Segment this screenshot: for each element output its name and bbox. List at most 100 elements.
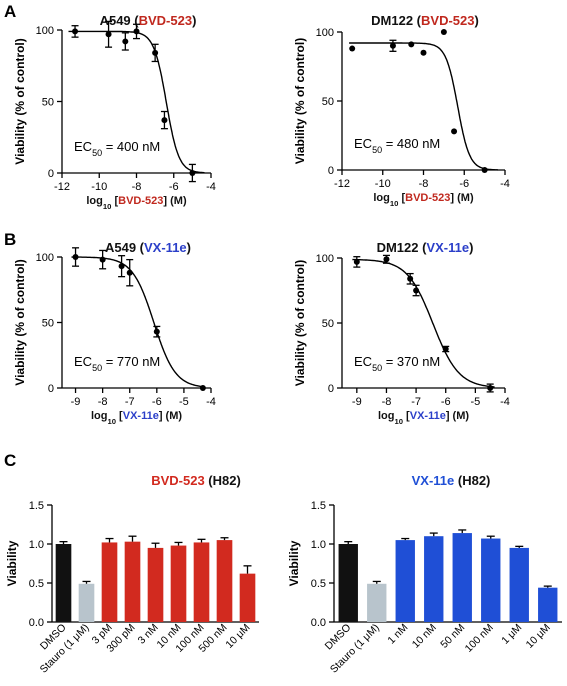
x-tick-label: -8 xyxy=(382,396,392,408)
bar xyxy=(193,542,210,622)
ec50-subscript: 50 xyxy=(92,363,102,373)
x-axis-label-part: [ xyxy=(111,195,118,207)
category-label: 1 nM xyxy=(385,622,410,647)
chart-title-part: VX-11e xyxy=(144,240,187,255)
chart-title-part: ) xyxy=(474,13,478,28)
chart-title-part: BVD-523 xyxy=(151,473,204,488)
panel-label-c: C xyxy=(4,451,16,470)
bar xyxy=(124,541,141,622)
data-point xyxy=(408,41,415,48)
x-axis-label-part: log xyxy=(378,410,395,422)
x-axis-label-part: [ xyxy=(398,192,405,204)
y-tick-label: 0 xyxy=(328,383,334,395)
chart-title-part: A549 ( xyxy=(100,13,140,28)
x-axis-label: log10 [BVD-523] (M) xyxy=(86,195,187,211)
y-axis-label: Viability (% of control) xyxy=(13,259,27,385)
ec50-value: = 480 nM xyxy=(382,136,440,151)
category-label: 10 μM xyxy=(223,622,252,651)
chart-title-part: BVD-523 xyxy=(421,13,474,28)
ec50-value: = 400 nM xyxy=(102,139,160,154)
y-tick-label: 0.0 xyxy=(29,617,44,629)
x-tick-label: -6 xyxy=(441,396,451,408)
chart-title-part: ) xyxy=(192,13,196,28)
data-point xyxy=(199,385,206,391)
bar xyxy=(216,540,233,622)
data-point xyxy=(133,28,140,35)
bar xyxy=(147,547,164,622)
chart-title-part: DM122 ( xyxy=(371,13,422,28)
ec50-annotation: EC50 = 370 nM xyxy=(354,354,440,373)
y-tick-label: 50 xyxy=(42,318,54,330)
chart-title-part: VX-11e xyxy=(426,240,469,255)
bar xyxy=(509,547,529,622)
x-tick-label: -4 xyxy=(206,181,216,193)
x-tick-label: -12 xyxy=(334,178,350,190)
ec50-label: EC xyxy=(354,136,372,151)
bar xyxy=(481,538,501,622)
bar xyxy=(101,542,118,622)
y-tick-label: 1.5 xyxy=(311,500,326,512)
chart-title: DM122 (BVD-523) xyxy=(371,13,479,28)
ec50-value: = 370 nM xyxy=(382,354,440,369)
y-axis-label: Viability (% of control) xyxy=(293,38,307,164)
data-point xyxy=(99,256,106,263)
x-tick-label: -8 xyxy=(419,178,429,190)
fit-curve xyxy=(71,256,202,388)
x-axis-label-part: 10 xyxy=(390,199,399,208)
chart-title: A549 (VX-11e) xyxy=(105,240,191,255)
x-tick-label: -6 xyxy=(152,396,162,408)
data-point xyxy=(349,45,356,52)
data-point xyxy=(105,31,112,38)
panel-label-b: B xyxy=(4,230,16,249)
bar xyxy=(78,583,95,622)
x-tick-label: -8 xyxy=(132,181,142,193)
data-point xyxy=(440,29,447,35)
ec50-annotation: EC50 = 400 nM xyxy=(74,139,160,158)
x-tick-label: -4 xyxy=(500,178,510,190)
x-tick-label: -10 xyxy=(375,178,391,190)
x-axis-label-part: BVD-523 xyxy=(118,195,163,207)
x-tick-label: -6 xyxy=(169,181,179,193)
bar xyxy=(338,544,358,622)
x-tick-label: -8 xyxy=(98,396,108,408)
ec50-value: = 770 nM xyxy=(102,354,160,369)
panel-label-a: A xyxy=(4,2,16,21)
bar xyxy=(424,536,444,622)
x-tick-label: -4 xyxy=(206,396,216,408)
chart-title: BVD-523 (H82) xyxy=(151,473,241,488)
x-axis-label-part: VX-11e xyxy=(123,410,159,422)
y-axis-label: Viability xyxy=(287,540,301,586)
data-point xyxy=(118,263,125,270)
y-tick-label: 0 xyxy=(328,165,334,177)
bar xyxy=(538,587,558,622)
x-axis-label-part: log xyxy=(373,192,390,204)
data-point xyxy=(481,167,488,173)
x-tick-label: -4 xyxy=(500,396,510,408)
chart-title-part: (H82) xyxy=(205,473,241,488)
x-axis-label-part: ] (M) xyxy=(159,410,183,422)
y-tick-label: 0.0 xyxy=(311,617,326,629)
y-tick-label: 100 xyxy=(36,25,54,37)
data-point xyxy=(152,49,159,56)
x-axis-label-part: VX-11e xyxy=(410,410,446,422)
chart-h82-bvd: BVD-523 (H82)0.00.51.01.5ViabilityDMSOSt… xyxy=(5,473,259,676)
x-tick-label: -12 xyxy=(54,181,70,193)
x-tick-label: -6 xyxy=(459,178,469,190)
y-tick-label: 100 xyxy=(316,27,334,39)
x-axis-label-part: 10 xyxy=(107,417,116,426)
data-point xyxy=(407,275,414,282)
x-axis-label: log10 [VX-11e] (M) xyxy=(91,410,182,426)
ec50-label: EC xyxy=(74,354,92,369)
y-axis-label: Viability (% of control) xyxy=(13,38,27,164)
y-tick-label: 1.0 xyxy=(29,539,44,551)
data-point xyxy=(72,254,79,260)
x-tick-label: -7 xyxy=(125,396,135,408)
ec50-annotation: EC50 = 480 nM xyxy=(354,136,440,155)
ec50-label: EC xyxy=(74,139,92,154)
chart-title-part: BVD-523 xyxy=(139,13,192,28)
